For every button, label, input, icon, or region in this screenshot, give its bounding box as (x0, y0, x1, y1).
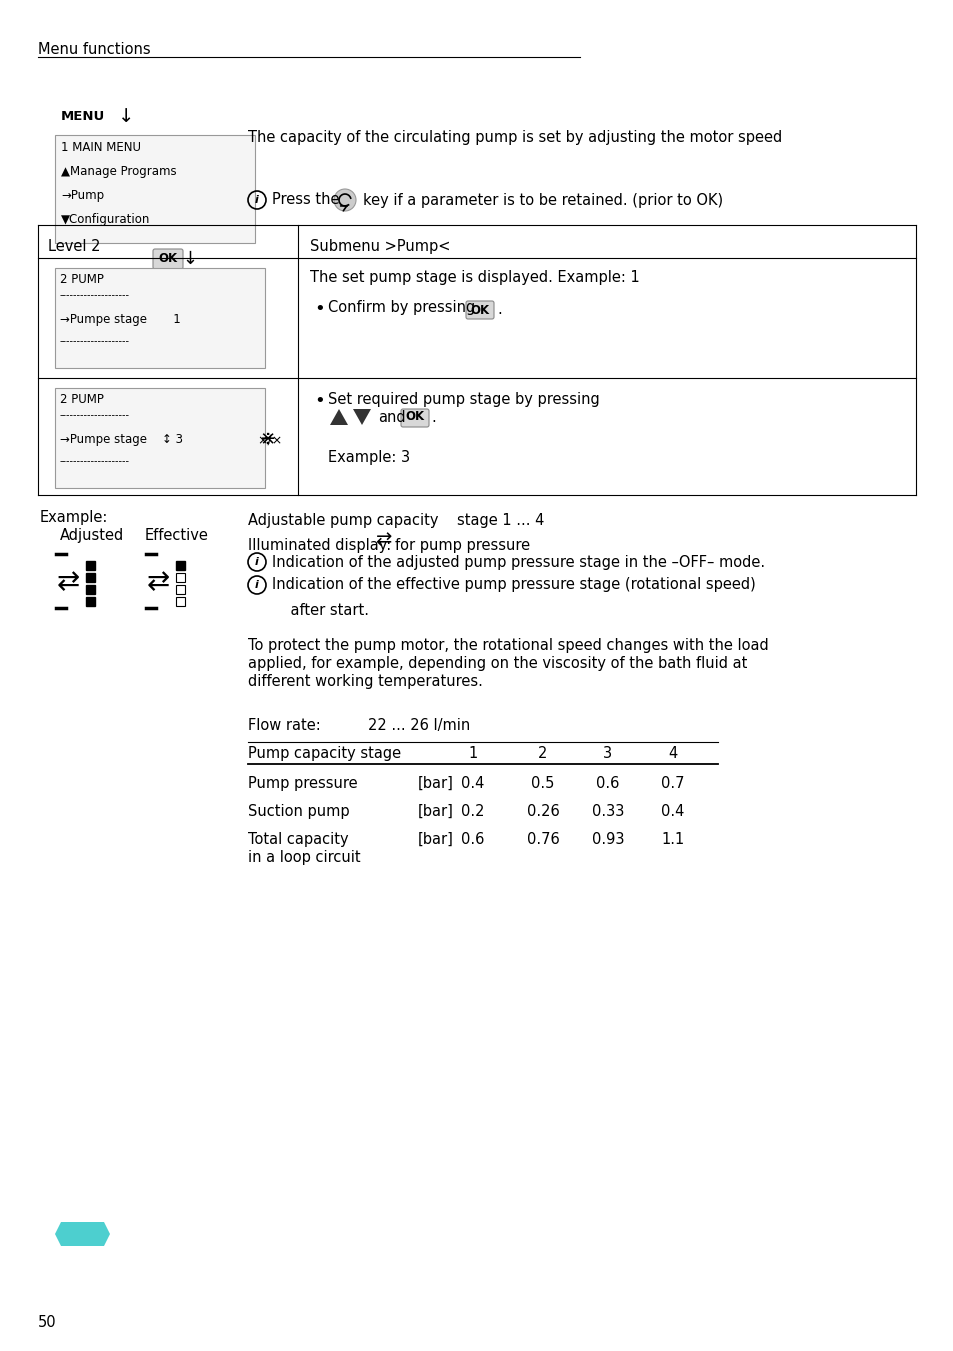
Text: 4: 4 (668, 746, 677, 761)
Text: ⇄: ⇄ (56, 567, 79, 596)
Text: different working temperatures.: different working temperatures. (248, 674, 482, 689)
Text: 0.6: 0.6 (596, 775, 619, 790)
Text: .: . (431, 409, 436, 424)
Text: OK: OK (158, 253, 177, 266)
Bar (55, 388, 265, 488)
Text: after start.: after start. (272, 603, 369, 617)
Text: for pump pressure: for pump pressure (395, 538, 530, 553)
Text: →Pump: →Pump (61, 189, 104, 203)
Text: Illuminated display:: Illuminated display: (248, 538, 391, 553)
Text: 0.76: 0.76 (526, 832, 558, 847)
Text: 0.26: 0.26 (526, 804, 558, 819)
Text: ⇄: ⇄ (375, 531, 391, 550)
Text: •: • (314, 392, 324, 409)
Text: →Pumpe stage       1: →Pumpe stage 1 (60, 313, 180, 326)
Text: Flow rate:: Flow rate: (248, 717, 320, 734)
Text: The set pump stage is displayed. Example: 1: The set pump stage is displayed. Example… (310, 270, 639, 285)
Bar (86, 597, 95, 607)
Text: 2: 2 (537, 746, 547, 761)
Text: i: i (254, 557, 258, 567)
Text: applied, for example, depending on the viscosity of the bath fluid at: applied, for example, depending on the v… (248, 657, 746, 671)
Text: 22 ... 26 l/min: 22 ... 26 l/min (368, 717, 470, 734)
Text: 0.4: 0.4 (461, 775, 484, 790)
Text: 2 PUMP: 2 PUMP (60, 273, 104, 286)
Bar (55, 267, 265, 367)
Text: ↓: ↓ (117, 108, 134, 127)
Text: Indication of the adjusted pump pressure stage in the –OFF– mode.: Indication of the adjusted pump pressure… (272, 554, 764, 570)
Text: Menu functions: Menu functions (38, 42, 151, 57)
Text: 1: 1 (468, 746, 477, 761)
Bar (86, 585, 95, 594)
Text: 0.2: 0.2 (460, 804, 484, 819)
Text: [bar]: [bar] (417, 804, 454, 819)
Text: The capacity of the circulating pump is set by adjusting the motor speed: The capacity of the circulating pump is … (248, 130, 781, 145)
Text: --------------------: -------------------- (60, 409, 130, 420)
Text: ⇄: ⇄ (146, 567, 170, 596)
Text: 0.33: 0.33 (591, 804, 623, 819)
Text: .: . (497, 303, 501, 317)
Text: 2 PUMP: 2 PUMP (60, 393, 104, 407)
Text: ⋇: ⋇ (259, 428, 276, 447)
Text: Press the: Press the (272, 192, 339, 208)
Polygon shape (330, 409, 348, 426)
Text: Example: 3: Example: 3 (328, 450, 410, 465)
Text: Level 2: Level 2 (48, 239, 100, 254)
Polygon shape (353, 409, 371, 426)
Text: [bar]: [bar] (417, 832, 454, 847)
Text: 1.1: 1.1 (660, 832, 684, 847)
Text: 0.5: 0.5 (531, 775, 554, 790)
Text: Adjusted: Adjusted (60, 528, 124, 543)
Bar (175, 561, 185, 570)
Text: →Pumpe stage    ↕ 3: →Pumpe stage ↕ 3 (60, 434, 183, 446)
Text: Submenu >Pump<: Submenu >Pump< (310, 239, 450, 254)
Text: [bar]: [bar] (417, 775, 454, 790)
Text: ▲Manage Programs: ▲Manage Programs (61, 165, 176, 178)
Text: Suction pump: Suction pump (248, 804, 349, 819)
Circle shape (334, 189, 355, 211)
Text: 0.7: 0.7 (660, 775, 684, 790)
Text: Pump pressure: Pump pressure (248, 775, 357, 790)
Text: MENU: MENU (60, 111, 105, 123)
Text: 0.4: 0.4 (660, 804, 684, 819)
Bar (86, 573, 95, 582)
Text: --------------------: -------------------- (60, 336, 130, 346)
Text: •: • (314, 300, 324, 317)
Text: 50: 50 (38, 1315, 56, 1329)
Text: To protect the pump motor, the rotational speed changes with the load: To protect the pump motor, the rotationa… (248, 638, 768, 653)
Text: Pump capacity stage: Pump capacity stage (248, 746, 400, 761)
Text: ×∕×: ×∕× (257, 434, 282, 446)
Text: ▼Configuration: ▼Configuration (61, 213, 151, 226)
Text: ↓: ↓ (182, 250, 197, 267)
Text: key if a parameter is to be retained. (prior to OK): key if a parameter is to be retained. (p… (363, 192, 722, 208)
Text: in a loop circuit: in a loop circuit (248, 850, 360, 865)
Text: and: and (377, 409, 405, 424)
Text: 0.93: 0.93 (591, 832, 623, 847)
Text: OK: OK (470, 304, 489, 316)
Text: i: i (254, 195, 258, 205)
Text: --------------------: -------------------- (60, 290, 130, 300)
FancyBboxPatch shape (465, 301, 494, 319)
Text: OK: OK (405, 411, 424, 423)
Text: Total capacity: Total capacity (248, 832, 348, 847)
Text: i: i (254, 580, 258, 590)
Text: Set required pump stage by pressing: Set required pump stage by pressing (328, 392, 599, 407)
FancyBboxPatch shape (152, 249, 183, 269)
Text: 1 MAIN MENU: 1 MAIN MENU (61, 141, 141, 154)
Text: Adjustable pump capacity    stage 1 ... 4: Adjustable pump capacity stage 1 ... 4 (248, 513, 544, 528)
Bar (86, 561, 95, 570)
Bar (175, 585, 185, 594)
Text: Confirm by pressing: Confirm by pressing (328, 300, 475, 315)
Bar (175, 597, 185, 607)
FancyBboxPatch shape (400, 409, 429, 427)
Text: --------------------: -------------------- (60, 457, 130, 466)
Text: Indication of the effective pump pressure stage (rotational speed): Indication of the effective pump pressur… (272, 577, 755, 593)
Text: Example:: Example: (40, 509, 109, 526)
Bar (175, 573, 185, 582)
Text: Effective: Effective (145, 528, 209, 543)
Polygon shape (55, 1223, 110, 1246)
Bar (55, 135, 254, 243)
Text: 3: 3 (603, 746, 612, 761)
Text: 0.6: 0.6 (461, 832, 484, 847)
